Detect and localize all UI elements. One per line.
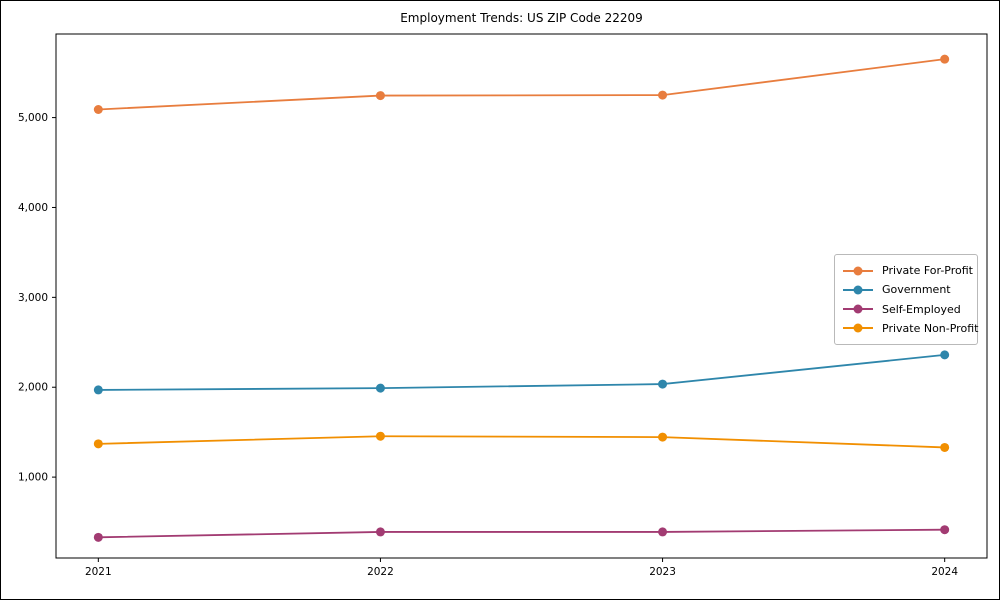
line-marker-icon (843, 304, 873, 314)
legend-label: Self-Employed (882, 302, 961, 316)
line-marker-icon (843, 266, 873, 275)
svg-text:2,000: 2,000 (18, 382, 48, 394)
svg-text:2021: 2021 (85, 566, 112, 578)
line-marker-icon (843, 285, 873, 295)
line-marker-icon (843, 323, 873, 333)
svg-text:4,000: 4,000 (18, 202, 48, 214)
legend-label: Private For-Profit (882, 264, 973, 277)
legend-item-government: Government (843, 281, 969, 298)
dot-marker-icon (853, 304, 863, 314)
chart-title: Employment Trends: US ZIP Code 22209 (400, 11, 643, 25)
dot-marker-icon (853, 285, 863, 295)
dot-marker-icon (853, 266, 863, 275)
dot-marker-icon (853, 323, 863, 333)
svg-text:2022: 2022 (367, 566, 394, 578)
svg-text:5,000: 5,000 (18, 112, 48, 124)
legend-item-private-non-profit: Private Non-Profit (843, 320, 978, 337)
legend-item-private-for-profit: Private For-Profit (843, 262, 973, 279)
legend-item-self-employed: Self-Employed (843, 301, 969, 318)
svg-text:2023: 2023 (649, 566, 676, 578)
legend-label: Government (882, 283, 951, 297)
legend-label: Private Non-Profit (882, 321, 979, 335)
svg-text:3,000: 3,000 (18, 292, 48, 304)
legend: Private For-Profit Government Self-Emplo… (834, 254, 978, 345)
svg-text:2024: 2024 (931, 566, 958, 578)
svg-text:1,000: 1,000 (18, 472, 48, 484)
